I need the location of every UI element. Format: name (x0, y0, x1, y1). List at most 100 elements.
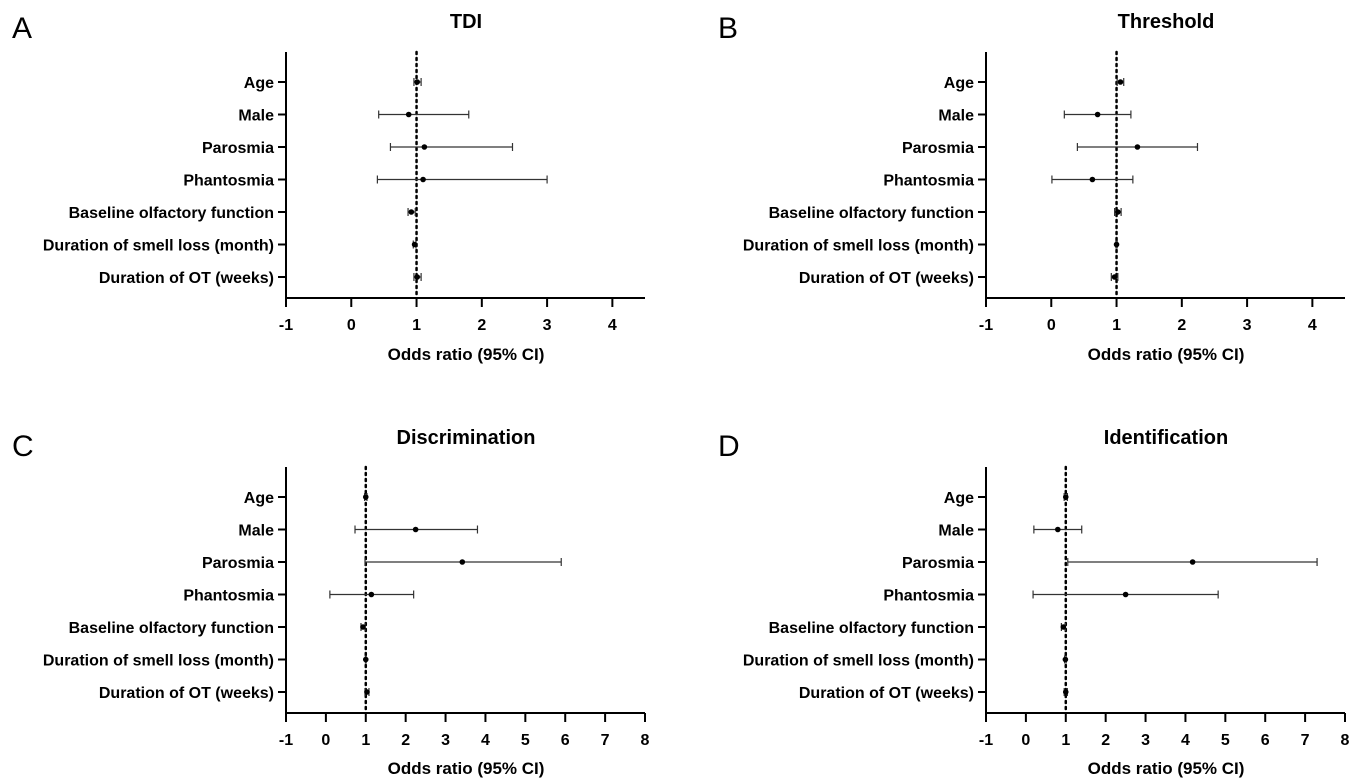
panel-d: D Identification Age Male Parosmia Phantosmia… (718, 427, 1350, 778)
x-tick-label: 0 (1047, 317, 1056, 334)
odds-ratio-point (362, 656, 369, 663)
x-tick-label: 7 (601, 732, 610, 749)
category-label: Male (238, 523, 274, 540)
odds-ratio-point (411, 241, 418, 248)
panel-a: A TDI Age Male Parosmia Phantosmia Baseline ol… (12, 11, 645, 364)
category-label: Duration of smell loss (month) (43, 238, 274, 255)
odds-ratio-point (1055, 526, 1061, 533)
odds-ratio-point (1111, 274, 1118, 280)
x-axis-label: Odds ratio (95% CI) (388, 345, 545, 364)
category-label: Baseline olfactory function (69, 620, 274, 637)
x-tick-label: 2 (477, 317, 486, 334)
odds-ratio-point (1062, 656, 1069, 663)
odds-ratio-point (1134, 144, 1141, 150)
category-label: Male (938, 523, 974, 540)
x-tick-label: 2 (1101, 732, 1110, 749)
category-label: Duration of OT (weeks) (99, 270, 274, 287)
category-label: Male (238, 108, 274, 125)
x-tick-label: -1 (979, 732, 993, 749)
x-tick-label: -1 (279, 732, 293, 749)
category-label: Baseline olfactory function (769, 620, 974, 637)
odds-ratio-point (1113, 241, 1120, 248)
x-tick-label: 8 (641, 732, 650, 749)
x-tick-label: 6 (561, 732, 570, 749)
odds-ratio-point (408, 209, 415, 215)
x-tick-label: 7 (1301, 732, 1310, 749)
x-tick-label: 3 (1243, 317, 1252, 334)
x-tick-label: 0 (1021, 732, 1030, 749)
odds-ratio-point (364, 689, 370, 695)
category-label: Phantosmia (183, 588, 274, 605)
odds-ratio-point (360, 624, 366, 630)
odds-ratio-point (405, 111, 412, 118)
x-tick-label: 0 (347, 317, 356, 334)
category-label: Duration of smell loss (month) (743, 653, 974, 670)
category-label: Phantosmia (883, 173, 974, 190)
panel-title: Discrimination (397, 427, 536, 449)
odds-ratio-point (368, 591, 375, 598)
category-label: Age (244, 490, 274, 507)
x-axis-label: Odds ratio (95% CI) (1088, 759, 1245, 778)
x-tick-label: 8 (1341, 732, 1350, 749)
category-label: Age (244, 75, 274, 92)
odds-ratio-point (414, 274, 420, 280)
category-label: Parosmia (902, 140, 974, 157)
odds-ratio-point (1122, 591, 1129, 598)
odds-ratio-point (420, 176, 426, 183)
x-tick-label: 5 (521, 732, 530, 749)
odds-ratio-point (421, 144, 428, 150)
odds-ratio-point (1089, 176, 1096, 183)
x-tick-label: 3 (1141, 732, 1150, 749)
panel-letter: B (718, 12, 738, 45)
x-tick-label: 1 (1061, 732, 1070, 749)
category-label: Age (944, 75, 974, 92)
category-label: Parosmia (202, 140, 274, 157)
x-tick-label: 3 (441, 732, 450, 749)
x-tick-label: 0 (321, 732, 330, 749)
category-label: Baseline olfactory function (769, 205, 974, 222)
panel-letter: A (12, 12, 32, 45)
category-label: Age (944, 490, 974, 507)
odds-ratio-point (414, 79, 420, 85)
odds-ratio-point (1062, 494, 1069, 500)
x-tick-label: 5 (1221, 732, 1230, 749)
category-label: Baseline olfactory function (69, 205, 274, 222)
odds-ratio-point (362, 494, 369, 500)
x-tick-label: 1 (412, 317, 421, 334)
panel-letter: C (12, 430, 34, 463)
panel-b: B Threshold Age Male Parosmia Phantosmia Basel… (718, 11, 1345, 364)
x-tick-label: 4 (608, 317, 617, 334)
odds-ratio-point (1115, 209, 1121, 215)
category-label: Duration of smell loss (month) (43, 653, 274, 670)
odds-ratio-point (459, 559, 466, 565)
x-tick-label: 6 (1261, 732, 1270, 749)
odds-ratio-point (1060, 624, 1067, 630)
x-tick-label: -1 (979, 317, 993, 334)
panel-title: Identification (1104, 427, 1228, 449)
category-label: Phantosmia (883, 588, 974, 605)
x-tick-label: 1 (361, 732, 370, 749)
x-tick-label: 1 (1112, 317, 1121, 334)
panel-letter: D (718, 430, 740, 463)
category-label: Duration of smell loss (month) (743, 238, 974, 255)
x-axis-label: Odds ratio (95% CI) (1088, 345, 1245, 364)
category-label: Duration of OT (weeks) (799, 270, 974, 287)
odds-ratio-point (1189, 559, 1196, 565)
x-axis-label: Odds ratio (95% CI) (388, 759, 545, 778)
category-label: Male (938, 108, 974, 125)
x-tick-label: 2 (401, 732, 410, 749)
x-tick-label: -1 (279, 317, 293, 334)
panel-title: Threshold (1118, 11, 1215, 33)
x-tick-label: 4 (1181, 732, 1190, 749)
odds-ratio-point (412, 526, 419, 533)
x-tick-label: 3 (543, 317, 552, 334)
panel-title: TDI (450, 11, 482, 33)
category-label: Parosmia (902, 555, 974, 572)
odds-ratio-point (1062, 689, 1069, 695)
category-label: Duration of OT (weeks) (99, 685, 274, 702)
category-label: Parosmia (202, 555, 274, 572)
panel-c: C Discrimination Age Male Parosmia Phantosmia… (12, 427, 650, 778)
odds-ratio-point (1094, 111, 1101, 118)
